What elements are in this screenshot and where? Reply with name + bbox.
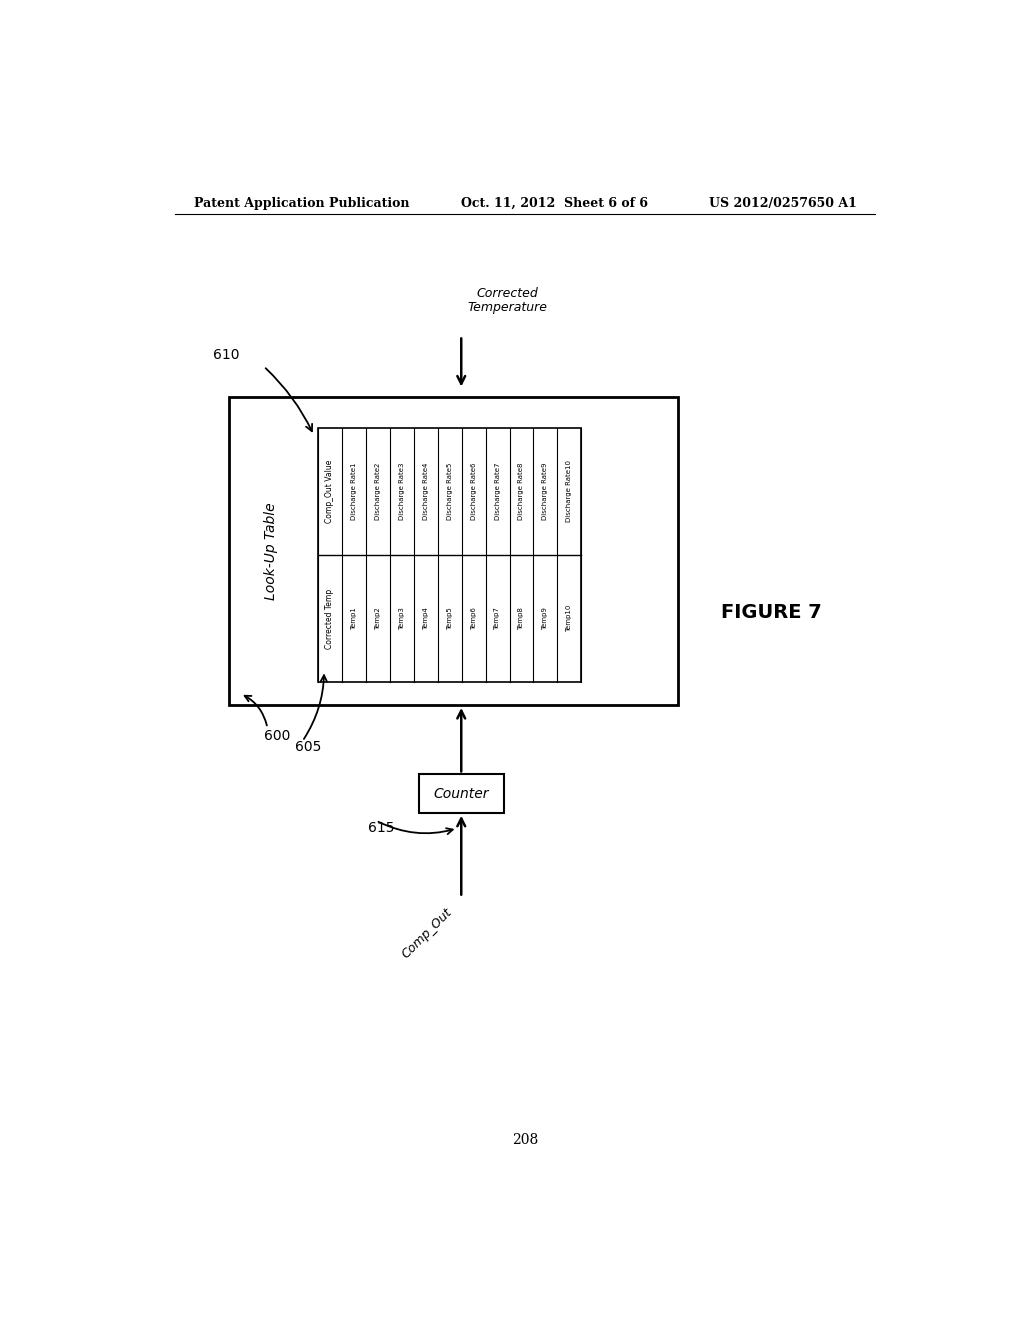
Text: Discharge Rate5: Discharge Rate5 bbox=[446, 463, 453, 520]
Text: Temperature: Temperature bbox=[468, 301, 548, 314]
Text: 600: 600 bbox=[263, 729, 290, 743]
Bar bbox=[317, 428, 582, 682]
Text: Discharge Rate2: Discharge Rate2 bbox=[375, 463, 381, 520]
Text: 605: 605 bbox=[295, 741, 321, 755]
Text: Discharge Rate6: Discharge Rate6 bbox=[471, 463, 476, 520]
Text: Comp_Out: Comp_Out bbox=[399, 906, 455, 961]
Text: FIGURE 7: FIGURE 7 bbox=[721, 603, 821, 622]
Text: Look-Up Table: Look-Up Table bbox=[264, 503, 279, 599]
Text: Discharge Rate10: Discharge Rate10 bbox=[566, 461, 572, 523]
Text: Discharge Rate3: Discharge Rate3 bbox=[398, 463, 404, 520]
Text: Temp8: Temp8 bbox=[518, 607, 524, 630]
Text: Discharge Rate4: Discharge Rate4 bbox=[423, 463, 429, 520]
Bar bbox=[419, 775, 504, 813]
Text: 615: 615 bbox=[369, 821, 394, 836]
Text: Discharge Rate9: Discharge Rate9 bbox=[543, 463, 549, 520]
Text: Corrected Temp: Corrected Temp bbox=[326, 589, 335, 648]
Text: Temp4: Temp4 bbox=[423, 607, 429, 630]
Text: Temp2: Temp2 bbox=[375, 607, 381, 630]
Text: Comp_Out Value: Comp_Out Value bbox=[326, 459, 335, 523]
Text: Temp7: Temp7 bbox=[495, 607, 501, 630]
Text: Corrected: Corrected bbox=[477, 286, 539, 300]
Text: Temp1: Temp1 bbox=[351, 607, 356, 630]
Text: Temp5: Temp5 bbox=[446, 607, 453, 630]
Bar bbox=[228, 397, 678, 705]
Text: Discharge Rate7: Discharge Rate7 bbox=[495, 463, 501, 520]
Text: Temp10: Temp10 bbox=[566, 605, 572, 632]
Text: Patent Application Publication: Patent Application Publication bbox=[194, 197, 410, 210]
Text: Discharge Rate1: Discharge Rate1 bbox=[351, 463, 356, 520]
Text: 610: 610 bbox=[213, 347, 240, 362]
Text: Temp3: Temp3 bbox=[398, 607, 404, 630]
Text: Oct. 11, 2012  Sheet 6 of 6: Oct. 11, 2012 Sheet 6 of 6 bbox=[461, 197, 648, 210]
Text: 208: 208 bbox=[512, 1133, 538, 1147]
Text: US 2012/0257650 A1: US 2012/0257650 A1 bbox=[709, 197, 856, 210]
Text: Counter: Counter bbox=[433, 787, 489, 801]
Text: Discharge Rate8: Discharge Rate8 bbox=[518, 463, 524, 520]
Text: Temp6: Temp6 bbox=[471, 607, 476, 630]
Text: Temp9: Temp9 bbox=[543, 607, 549, 630]
